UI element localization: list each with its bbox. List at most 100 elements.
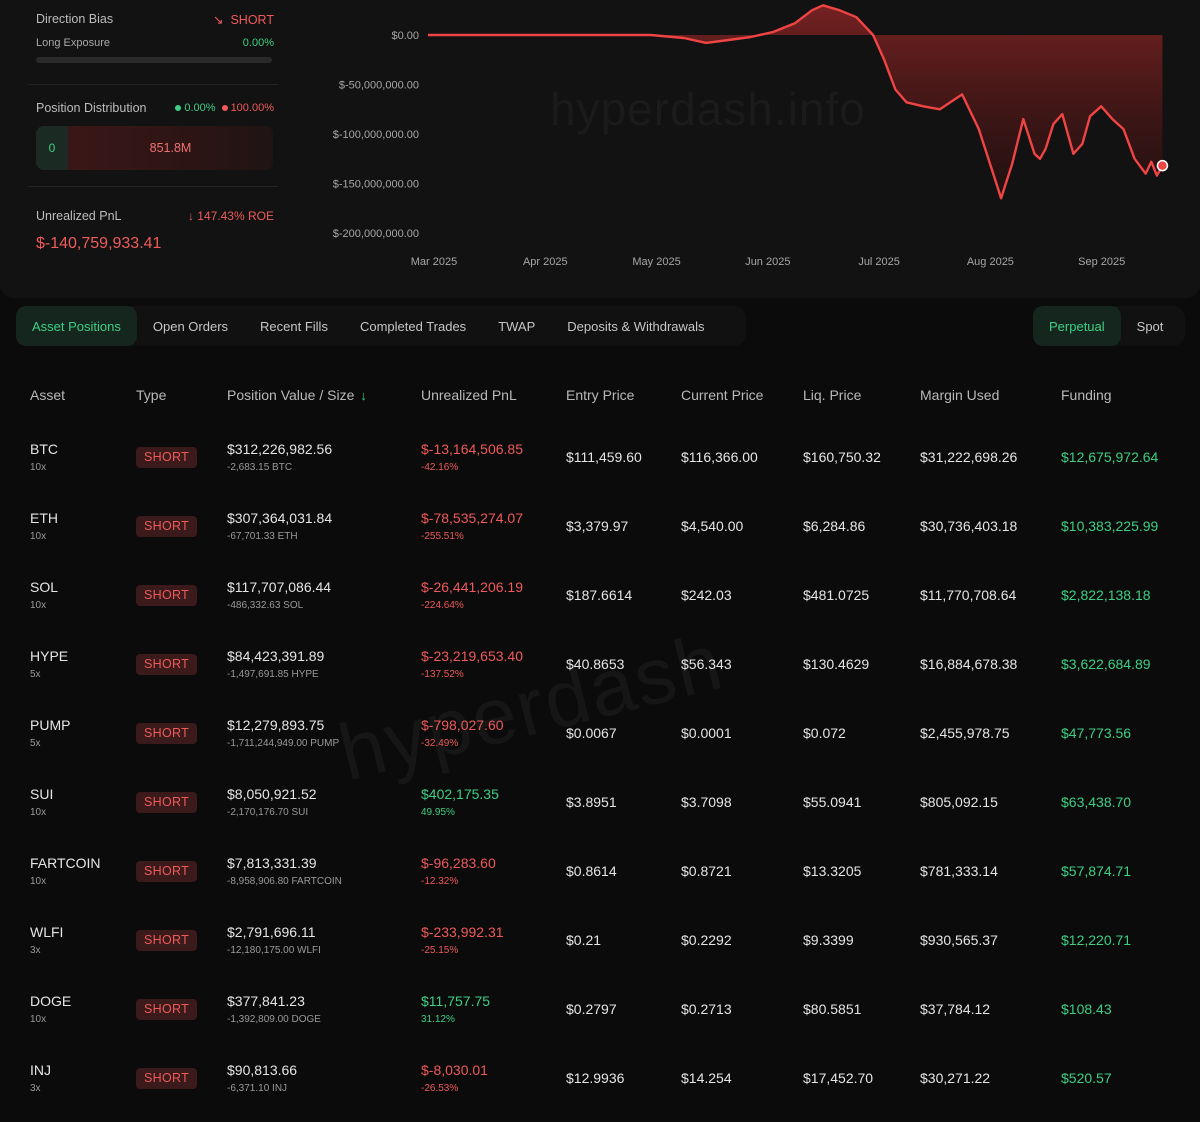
asset-name: SUI (30, 786, 54, 802)
unrealized-pnl-pct: -32.49% (421, 738, 459, 749)
asset-name: PUMP (30, 717, 71, 733)
asset-leverage: 10x (30, 600, 47, 611)
roe-text: 147.43% ROE (197, 209, 274, 223)
header-type[interactable]: Type (136, 387, 167, 403)
margin-used: $805,092.15 (920, 794, 998, 810)
header-current[interactable]: Current Price (681, 387, 764, 403)
asset-leverage: 3x (30, 1083, 41, 1094)
funding-value: $2,822,138.18 (1061, 587, 1151, 603)
market-tab-spot[interactable]: Spot (1136, 318, 1164, 334)
liq-price: $160,750.32 (803, 449, 881, 465)
tab-open-orders[interactable]: Open Orders (152, 318, 229, 334)
unrealized-pnl-cell: $-798,027.60 (421, 717, 504, 733)
table-row[interactable]: SOL 10x SHORT $117,707,086.44 -486,332.63 SO… (0, 561, 1200, 630)
position-value: $377,841.23 (227, 993, 305, 1009)
asset-leverage: 10x (30, 876, 47, 887)
unrealized-pnl-label: Unrealized PnL (36, 209, 122, 223)
side-badge: SHORT (136, 930, 198, 951)
header-margin[interactable]: Margin Used (920, 387, 1000, 403)
position-value: $12,279,893.75 (227, 717, 325, 733)
x-tick-label: May 2025 (632, 256, 680, 268)
asset-name: ETH (30, 510, 58, 526)
current-price: $14.254 (681, 1070, 732, 1086)
roe-value: ↓ 147.43% ROE (188, 209, 274, 223)
entry-price: $111,459.60 (566, 449, 642, 465)
margin-used: $16,884,678.38 (920, 656, 1018, 672)
short-dot-icon (221, 105, 228, 112)
table-row[interactable]: SUI 10x SHORT $8,050,921.52 -2,170,176.70 SU… (0, 768, 1200, 837)
funding-value: $47,773.56 (1061, 725, 1132, 741)
liq-price: $481.0725 (803, 587, 870, 603)
y-tick-label: $0.00 (391, 30, 419, 42)
unrealized-pnl-cell: $-8,030.01 (421, 1062, 488, 1078)
header-entry[interactable]: Entry Price (566, 387, 635, 403)
liq-price: $13.3205 (803, 863, 862, 879)
side-badge: SHORT (136, 792, 198, 813)
header-funding[interactable]: Funding (1061, 387, 1112, 403)
position-size: -8,958,906.80 FARTCOIN (227, 876, 342, 887)
current-price: $0.2713 (681, 1001, 732, 1017)
table-row[interactable]: DOGE 10x SHORT $377,841.23 -1,392,809.00 DOG… (0, 975, 1200, 1044)
tab-deposits-withdrawals[interactable]: Deposits & Withdrawals (567, 318, 705, 334)
tab-twap[interactable]: TWAP (498, 318, 536, 334)
legend-short-value: 100.00% (230, 102, 274, 114)
current-price: $0.0001 (681, 725, 732, 741)
unrealized-pnl-pct: 49.95% (421, 807, 455, 818)
direction-bias-text: SHORT (230, 13, 274, 27)
position-size: -1,711,244,949.00 PUMP (227, 738, 340, 749)
tab-asset-positions[interactable]: Asset Positions (16, 306, 137, 346)
direction-bias-value: ↘ SHORT (213, 12, 274, 27)
liq-price: $80.5851 (803, 1001, 862, 1017)
last-point-marker[interactable] (1156, 159, 1169, 172)
entry-price: $0.8614 (566, 863, 617, 879)
current-price: $0.2292 (681, 932, 732, 948)
legend-long-value: 0.00% (184, 102, 216, 114)
x-tick-label: Apr 2025 (523, 256, 568, 268)
distribution-long-segment: 0 (36, 126, 68, 170)
header-pnl[interactable]: Unrealized PnL (421, 387, 517, 403)
unrealized-pnl-pct: -12.32% (421, 876, 459, 887)
header-liq[interactable]: Liq. Price (803, 387, 862, 403)
tab-completed-trades[interactable]: Completed Trades (359, 318, 467, 334)
side-badge: SHORT (136, 999, 198, 1020)
position-distribution: Position Distribution 0.00% 100.00% (36, 101, 274, 117)
table-row[interactable]: WLFI 3x SHORT $2,791,696.11 -12,180,175.00 W… (0, 906, 1200, 975)
header-position[interactable]: Position Value / Size ↓ (227, 387, 367, 403)
liq-price: $0.072 (803, 725, 846, 741)
table-row[interactable]: FARTCOIN 10x SHORT $7,813,331.39 -8,958,906.… (0, 837, 1200, 906)
tab-recent-fills[interactable]: Recent Fills (260, 318, 328, 334)
long-dot-icon (175, 105, 182, 112)
pnl-area (428, 5, 1163, 199)
x-tick-label: Mar 2025 (411, 256, 457, 268)
table-row[interactable]: HYPE 5x SHORT $84,423,391.89 -1,497,691.85 H… (0, 630, 1200, 699)
trend-down-icon: ↘ (213, 13, 224, 27)
position-size: -2,170,176.70 SUI (227, 807, 309, 818)
side-badge: SHORT (136, 447, 198, 468)
table-row[interactable]: BTC 10x SHORT $312,226,982.56 -2,683.15 BTC $… (0, 423, 1200, 492)
market-tab-perpetual[interactable]: Perpetual (1033, 306, 1121, 346)
current-price: $242.03 (681, 587, 732, 603)
asset-leverage: 10x (30, 807, 47, 818)
header-position-label: Position Value / Size (227, 387, 355, 403)
long-exposure: Long Exposure 0.00% (36, 37, 274, 51)
arrow-down-icon: ↓ (187, 209, 194, 223)
margin-used: $930,565.37 (920, 932, 998, 948)
funding-value: $3,622,684.89 (1061, 656, 1151, 672)
table-row[interactable]: INJ 3x SHORT $90,813.66 -6,371.10 INJ $-8,030… (0, 1044, 1200, 1113)
side-badge: SHORT (136, 723, 198, 744)
header-asset[interactable]: Asset (30, 387, 66, 403)
margin-used: $30,271.22 (920, 1070, 991, 1086)
direction-bias: Direction Bias ↘ SHORT (36, 12, 274, 28)
unrealized-pnl-pct: -137.52% (421, 669, 464, 680)
asset-name: WLFI (30, 924, 64, 940)
table-row[interactable]: ETH 10x SHORT $307,364,031.84 -67,701.33 ETH… (0, 492, 1200, 561)
entry-price: $187.6614 (566, 587, 633, 603)
side-badge: SHORT (136, 585, 198, 606)
sort-down-icon[interactable]: ↓ (360, 388, 367, 403)
legend-long: 0.00% (175, 102, 216, 114)
table-row[interactable]: PUMP 5x SHORT $12,279,893.75 -1,711,244,949.… (0, 699, 1200, 768)
long-exposure-label: Long Exposure (36, 37, 110, 49)
position-value: $7,813,331.39 (227, 855, 317, 871)
funding-value: $57,874.71 (1061, 863, 1132, 879)
position-value: $312,226,982.56 (227, 441, 333, 457)
